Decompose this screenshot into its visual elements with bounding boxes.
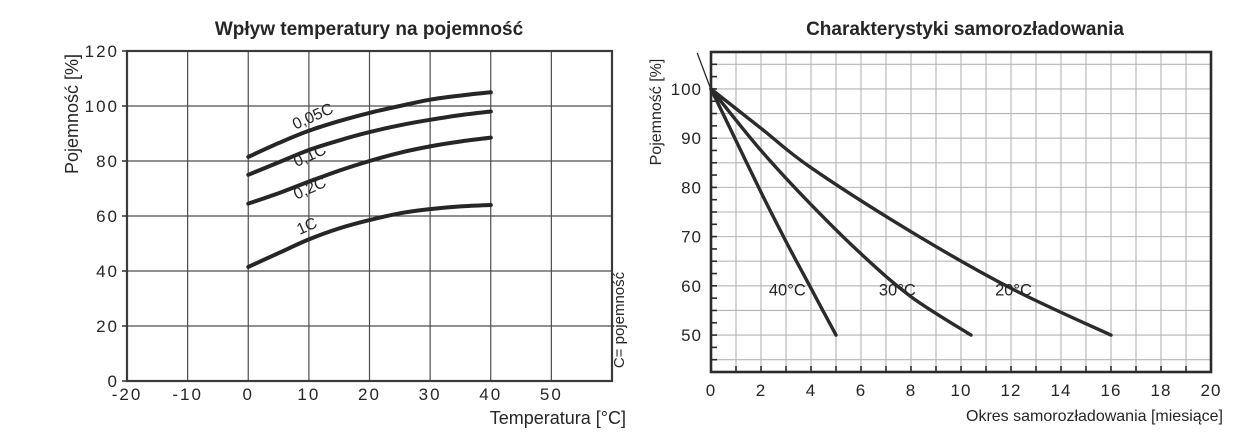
series-line-0,2C bbox=[246, 135, 493, 206]
x-tick-label: 6 bbox=[856, 381, 866, 400]
x-tick-label: 10 bbox=[951, 381, 972, 400]
series-line-0,1C bbox=[246, 109, 493, 177]
self-discharge-chart-svg: 0 2 4 6 8 10 12 14 16 18 20 50 60 70 80 90 100 40°C 30°C 20… bbox=[648, 19, 1223, 425]
x-tick-label: 8 bbox=[906, 381, 916, 400]
plot-border bbox=[709, 50, 1213, 374]
x-tick-label: 4 bbox=[806, 381, 816, 400]
series-label: 0,2C bbox=[291, 174, 329, 203]
series-line-20°C bbox=[709, 87, 1113, 337]
grid bbox=[126, 50, 613, 382]
series-line-0,05C bbox=[246, 90, 493, 159]
y-tick-label: 50 bbox=[681, 326, 702, 345]
x-tick-label: 20 bbox=[358, 385, 381, 404]
series-line-1C bbox=[246, 203, 493, 269]
y-axis-label: Pojemność [%] bbox=[62, 54, 82, 174]
side-note: C= pojemność bbox=[611, 271, 628, 368]
chart-title: Charakterystyki samorozładowania bbox=[806, 19, 1124, 40]
x-tick-label: -20 bbox=[112, 385, 143, 404]
series-label: 20°C bbox=[995, 282, 1032, 300]
x-tick-label: 10 bbox=[297, 385, 320, 404]
y-tick-label: 60 bbox=[681, 277, 702, 296]
series-label: 0,1C bbox=[291, 141, 329, 170]
chart-title: Wpływ temperatury na pojemność bbox=[215, 19, 524, 40]
tick-labels: 0 2 4 6 8 10 12 14 16 18 20 50 60 70 80 90 100 bbox=[671, 80, 1222, 400]
chart-plot-area: -20 -10 0 10 20 30 40 500204060801001200,05C0,1… bbox=[85, 42, 614, 404]
x-tick-label: 30 bbox=[419, 385, 442, 404]
x-tick-label: 18 bbox=[1151, 381, 1172, 400]
y-tick-label: 80 bbox=[681, 178, 702, 197]
x-tick-label: 0 bbox=[243, 385, 254, 404]
y-axis-label: Pojemność [%] bbox=[648, 59, 665, 166]
x-tick-label: 20 bbox=[1201, 381, 1222, 400]
x-tick-label: 14 bbox=[1051, 381, 1072, 400]
x-axis-label: Temperatura [°C] bbox=[490, 408, 626, 428]
y-tick-label: 90 bbox=[681, 129, 702, 148]
series-label: 40°C bbox=[769, 282, 806, 300]
y-tick-label: 80 bbox=[96, 152, 119, 171]
grid bbox=[710, 52, 1212, 372]
x-tick-label: 0 bbox=[706, 381, 716, 400]
series-label: 30°C bbox=[879, 282, 916, 300]
x-tick-label: 40 bbox=[479, 385, 502, 404]
series-label: 1C bbox=[294, 215, 320, 239]
y-tick-label: 60 bbox=[96, 207, 119, 226]
temperature-capacity-chart-svg: -20 -10 0 10 20 30 40 500204060801001200,05C0,1… bbox=[62, 19, 628, 428]
temperature-capacity-chart: -20 -10 0 10 20 30 40 50 0 20 40 60 80 100 120 0,05C 0,1… bbox=[62, 19, 628, 428]
y-tick-label: 120 bbox=[85, 42, 119, 61]
tick-labels: -20 -10 0 10 20 30 40 50 0 20 40 60 80 100 120 bbox=[85, 42, 563, 404]
x-tick-label: 2 bbox=[756, 381, 766, 400]
x-axis-label: Okres samorozładowania [miesiące] bbox=[966, 408, 1223, 425]
x-tick-label: 12 bbox=[1001, 381, 1022, 400]
y-tick-label: 0 bbox=[108, 372, 119, 391]
series-line-40°C bbox=[709, 87, 838, 337]
chart-plot-area: 0 2 4 6 8 10 12 14 16 18 20 50 60 70 80 90 100 40°C 30°C 20… bbox=[671, 50, 1222, 400]
x-tick-label: 16 bbox=[1101, 381, 1122, 400]
y-tick-label: 70 bbox=[681, 228, 702, 247]
y-tick-label: 100 bbox=[85, 97, 119, 116]
y-tick-label: 20 bbox=[96, 317, 119, 336]
self-discharge-chart: 0 2 4 6 8 10 12 14 16 18 20 50 60 70 80 90 100 40°C 30°C 20… bbox=[640, 0, 1247, 438]
x-tick-label: 50 bbox=[540, 385, 563, 404]
y-tick-label: 100 bbox=[671, 80, 702, 99]
plot-border bbox=[125, 49, 614, 383]
series-line-30°C bbox=[709, 87, 973, 337]
y-tick-label: 40 bbox=[96, 262, 119, 281]
x-tick-label: -10 bbox=[172, 385, 203, 404]
